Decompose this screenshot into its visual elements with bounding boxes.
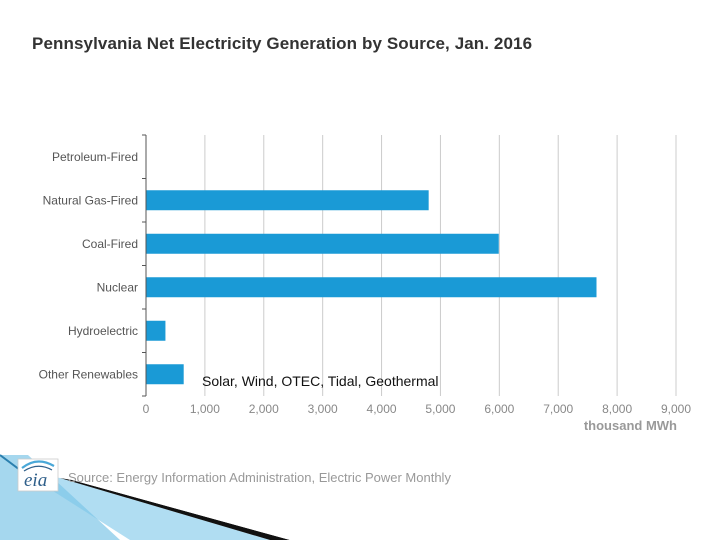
category-label: Coal-Fired — [82, 237, 138, 251]
category-labels: Petroleum-Fired Natural Gas-Fired Coal-Fir… — [39, 150, 138, 382]
footer-decoration — [0, 454, 720, 540]
x-tick-label: 6,000 — [484, 402, 514, 416]
category-label: Other Renewables — [39, 367, 138, 381]
source-text: Source: Energy Information Administratio… — [68, 470, 451, 485]
bars — [146, 190, 597, 385]
bar-nuclear — [146, 277, 597, 298]
x-tick-label: 0 — [143, 402, 150, 416]
eia-logo-icon: eia — [17, 458, 59, 492]
x-tick-label: 9,000 — [661, 402, 691, 416]
tick-labels: 0 1,000 2,000 3,000 4,000 5,000 6,000 7,000 8,00… — [143, 402, 692, 416]
bar-natural-gas-fired — [146, 190, 429, 211]
bar-other-renewables — [146, 364, 184, 385]
category-label: Natural Gas-Fired — [43, 193, 138, 207]
chart-title: Pennsylvania Net Electricity Generation … — [32, 34, 533, 53]
x-tick-label: 7,000 — [543, 402, 573, 416]
logo-text: eia — [24, 470, 47, 491]
x-tick-label: 4,000 — [367, 402, 397, 416]
annotation-label: Solar, Wind, OTEC, Tidal, Geothermal — [202, 373, 439, 389]
category-label: Petroleum-Fired — [52, 150, 138, 164]
category-label: Nuclear — [97, 280, 138, 294]
y-axis — [142, 134, 147, 397]
category-label: Hydroelectric — [68, 324, 138, 338]
x-tick-label: 2,000 — [249, 402, 279, 416]
gridlines — [204, 135, 677, 396]
bar-hydroelectric — [146, 320, 166, 341]
x-axis-title: thousand MWh — [584, 418, 677, 433]
x-tick-label: 5,000 — [425, 402, 455, 416]
bar-coal-fired — [146, 233, 499, 254]
x-tick-label: 3,000 — [308, 402, 338, 416]
x-tick-label: 1,000 — [190, 402, 220, 416]
x-tick-label: 8,000 — [602, 402, 632, 416]
